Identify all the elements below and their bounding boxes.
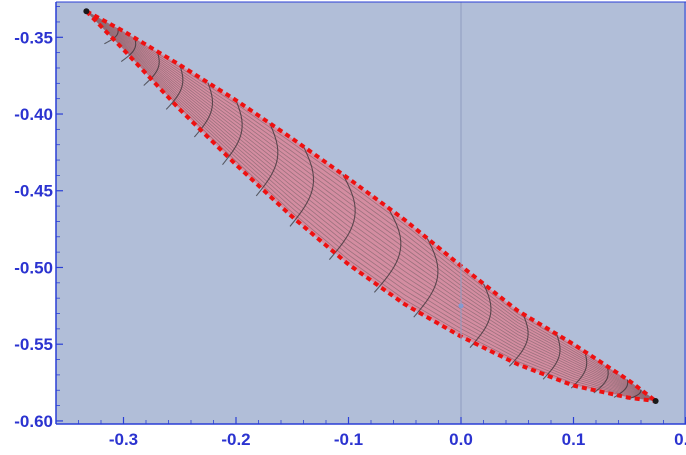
cross-curve [469,283,492,348]
y-tick-label: -0.60 [14,412,53,431]
endpoint-marker [652,397,659,404]
cross-curve [104,28,119,45]
y-tick-label: -0.40 [14,105,53,124]
cross-curves-layer [104,28,642,400]
endpoint-marker [83,8,90,15]
inner-curve [86,10,656,402]
cross-curve [413,238,439,318]
inner-curve [86,10,656,402]
cross-curve [289,146,315,227]
x-tick-label: -0.2 [221,430,250,449]
axes-layer [55,1,686,425]
region-fill [86,11,656,401]
inner-curve [86,10,656,402]
inner-curve [86,10,656,402]
cross-curve [120,37,137,62]
upper-boundary-curve [85,9,657,403]
cross-curve [165,64,184,110]
inner-curve [86,10,656,402]
inner-curve [86,10,656,402]
x-tick-label: 0.1 [562,430,586,449]
cross-curve [570,351,588,389]
lower-boundary-curve [84,9,656,403]
cross-curve [222,100,243,166]
tick-labels-layer: -0.3 -0.2 -0.1 0.0 0.1 0.2 -0.35 -0.40 -0.45 -0.5… [14,28,686,449]
inner-curve [86,10,656,402]
y-tick-label: -0.50 [14,258,53,277]
cross-curve [328,174,356,261]
x-tick-label: 0.0 [449,430,473,449]
cross-curve [508,313,529,367]
x-tick-label: 0.2 [674,430,686,449]
cross-curve [542,333,561,380]
cross-curve [627,389,642,400]
inner-curve [86,10,656,402]
inner-curve [86,10,656,402]
y-tick-label: -0.35 [14,28,53,47]
y-tick-label: -0.45 [14,182,53,201]
inner-curve [86,10,656,402]
cross-curve [255,123,279,197]
boundary-layer [83,8,659,404]
cross-curve [593,366,609,394]
x-tick-label: -0.3 [109,430,138,449]
x-tick-label: -0.1 [334,430,363,449]
inner-curve [86,10,656,402]
cross-curve [373,207,402,293]
inner-curve [86,10,656,402]
region-layer [86,11,656,401]
cross-curve [193,82,214,138]
y-tick-label: -0.55 [14,335,53,354]
inner-curve [86,10,656,402]
